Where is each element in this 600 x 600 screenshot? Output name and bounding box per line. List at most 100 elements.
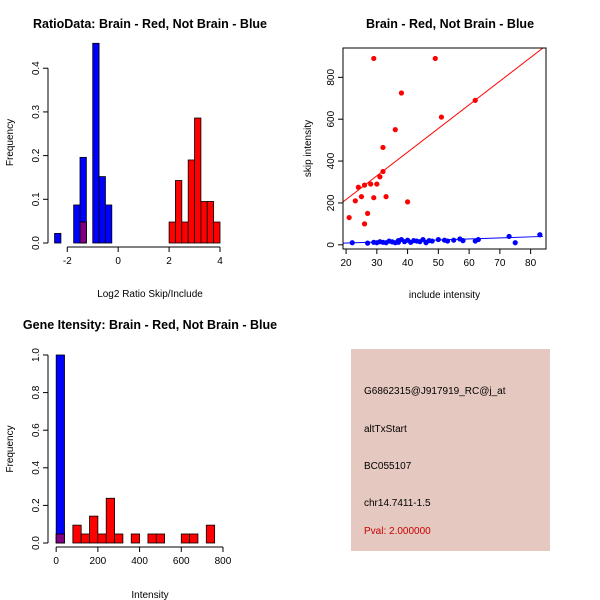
not-brain-histogram-bar xyxy=(105,204,113,244)
not-brain-scatter-point xyxy=(537,232,543,238)
x-tick-label: 800 xyxy=(215,556,232,567)
chart-title: Gene Itensity: Brain - Red, Not Brain - … xyxy=(23,318,277,332)
brain-scatter-point xyxy=(346,214,352,221)
y-tick-label: 0.0 xyxy=(31,236,42,250)
brain-histogram-bar xyxy=(114,533,124,544)
accession-text: BC055107 xyxy=(364,461,412,472)
not-brain-scatter-point xyxy=(460,238,466,244)
brain-scatter-point xyxy=(377,174,383,180)
brain-scatter-point xyxy=(361,221,368,227)
location-text: chr14.7411-1.5 xyxy=(364,498,431,509)
x-tick-label: 0 xyxy=(115,256,121,267)
x-axis-label: Log2 Ratio Skip/Include xyxy=(97,289,203,300)
brain-histogram-bar xyxy=(180,533,191,544)
brain-histogram-bar xyxy=(89,515,99,544)
brain-scatter-point xyxy=(361,182,368,188)
brain-histogram-bar xyxy=(130,533,140,544)
x-tick-label: 50 xyxy=(433,258,445,269)
brain-histogram-bar xyxy=(181,221,189,244)
not-brain-scatter-point xyxy=(365,240,371,246)
brain-histogram-bar xyxy=(105,497,115,544)
brain-scatter-point xyxy=(398,90,405,96)
y-axis-label: skip intensity xyxy=(303,120,314,177)
probe-id-text: G6862315@J917919_RC@j_at xyxy=(364,386,506,397)
brain-histogram-bar xyxy=(72,524,82,544)
y-tick-label: 0.6 xyxy=(31,423,42,437)
brain-scatter-point xyxy=(352,198,358,204)
plot-box xyxy=(342,47,547,250)
y-tick-label: 0.4 xyxy=(31,61,42,75)
brain-scatter-point xyxy=(365,210,371,217)
brain-histogram-bar xyxy=(97,533,107,544)
not-brain-histogram-bar xyxy=(73,204,81,244)
brain-scatter-point xyxy=(374,181,380,187)
brain-scatter-point xyxy=(368,181,374,187)
info-panel: G6862315@J917919_RC@j_at altTxStart BC05… xyxy=(351,349,550,551)
brain-histogram-bar xyxy=(80,533,90,544)
overlap-histogram-bar xyxy=(79,221,87,244)
brain-scatter-point xyxy=(358,194,365,200)
event-type-text: altTxStart xyxy=(364,424,407,435)
brain-histogram-bar xyxy=(189,533,199,544)
not-brain-histogram-bar xyxy=(55,354,65,544)
x-tick-label: 70 xyxy=(494,258,506,269)
x-axis-label: Intensity xyxy=(131,590,168,600)
y-tick-label: 1.0 xyxy=(31,348,42,362)
y-tick-label: 0.4 xyxy=(31,460,42,474)
x-tick-label: 40 xyxy=(402,258,414,269)
chart-title: Brain - Red, Not Brain - Blue xyxy=(366,17,534,31)
x-tick-label: 2 xyxy=(166,256,172,267)
y-tick-label: 0 xyxy=(326,242,337,248)
x-axis-label: include intensity xyxy=(409,290,480,301)
brain-histogram-bar xyxy=(206,201,215,244)
brain-scatter-point xyxy=(371,195,377,201)
brain-histogram-bar xyxy=(213,221,221,244)
not-brain-histogram-bar xyxy=(98,176,106,244)
brain-scatter-point xyxy=(380,168,386,175)
brain-fit-line xyxy=(342,47,544,203)
brain-scatter-point xyxy=(355,184,361,190)
brain-scatter-point xyxy=(472,97,478,103)
y-tick-label: 0.1 xyxy=(31,192,42,206)
x-tick-label: 20 xyxy=(341,258,353,269)
y-tick-label: 0.0 xyxy=(31,536,42,550)
y-tick-label: 0.3 xyxy=(31,105,42,119)
y-tick-label: 600 xyxy=(326,110,337,127)
brain-scatter-point xyxy=(380,144,386,151)
not-brain-scatter-point xyxy=(475,236,481,243)
y-tick-label: 200 xyxy=(326,194,337,211)
brain-histogram-bar xyxy=(155,533,165,544)
x-tick-label: 60 xyxy=(464,258,476,269)
brain-histogram-bar xyxy=(168,221,176,244)
x-tick-label: -2 xyxy=(63,256,72,267)
gene-intensity-histogram: Gene Itensity: Brain - Red, Not Brain - … xyxy=(5,318,277,600)
x-tick-label: 600 xyxy=(173,556,190,567)
brain-histogram-bar xyxy=(200,201,208,244)
x-tick-label: 200 xyxy=(90,556,107,567)
brain-scatter-point xyxy=(392,127,398,133)
overlap-histogram-bar xyxy=(55,533,65,544)
brain-scatter-point xyxy=(438,114,445,120)
not-brain-scatter-point xyxy=(435,236,441,243)
not-brain-scatter-point xyxy=(429,238,435,244)
brain-scatter-point xyxy=(371,55,377,62)
not-brain-scatter-point xyxy=(451,237,457,243)
x-tick-label: 80 xyxy=(525,258,537,269)
not-brain-scatter-point xyxy=(506,233,512,240)
x-tick-label: 30 xyxy=(371,258,383,269)
y-tick-label: 800 xyxy=(326,69,337,86)
brain-histogram-bar xyxy=(205,524,216,544)
y-tick-label: 400 xyxy=(326,152,337,169)
brain-scatter-point xyxy=(432,55,438,62)
y-tick-label: 0.2 xyxy=(31,498,42,512)
brain-scatter-point xyxy=(383,194,389,200)
y-tick-label: 0.8 xyxy=(31,385,42,399)
not-brain-scatter-point xyxy=(349,240,355,246)
y-tick-label: 0.2 xyxy=(31,148,42,162)
chart-title: RatioData: Brain - Red, Not Brain - Blue xyxy=(33,17,267,31)
y-axis-label: Frequency xyxy=(5,425,16,472)
intensity-scatter: Brain - Red, Not Brain - Blue 20 30 40 50 60 7… xyxy=(303,17,547,301)
not-brain-histogram-bar xyxy=(54,232,62,244)
